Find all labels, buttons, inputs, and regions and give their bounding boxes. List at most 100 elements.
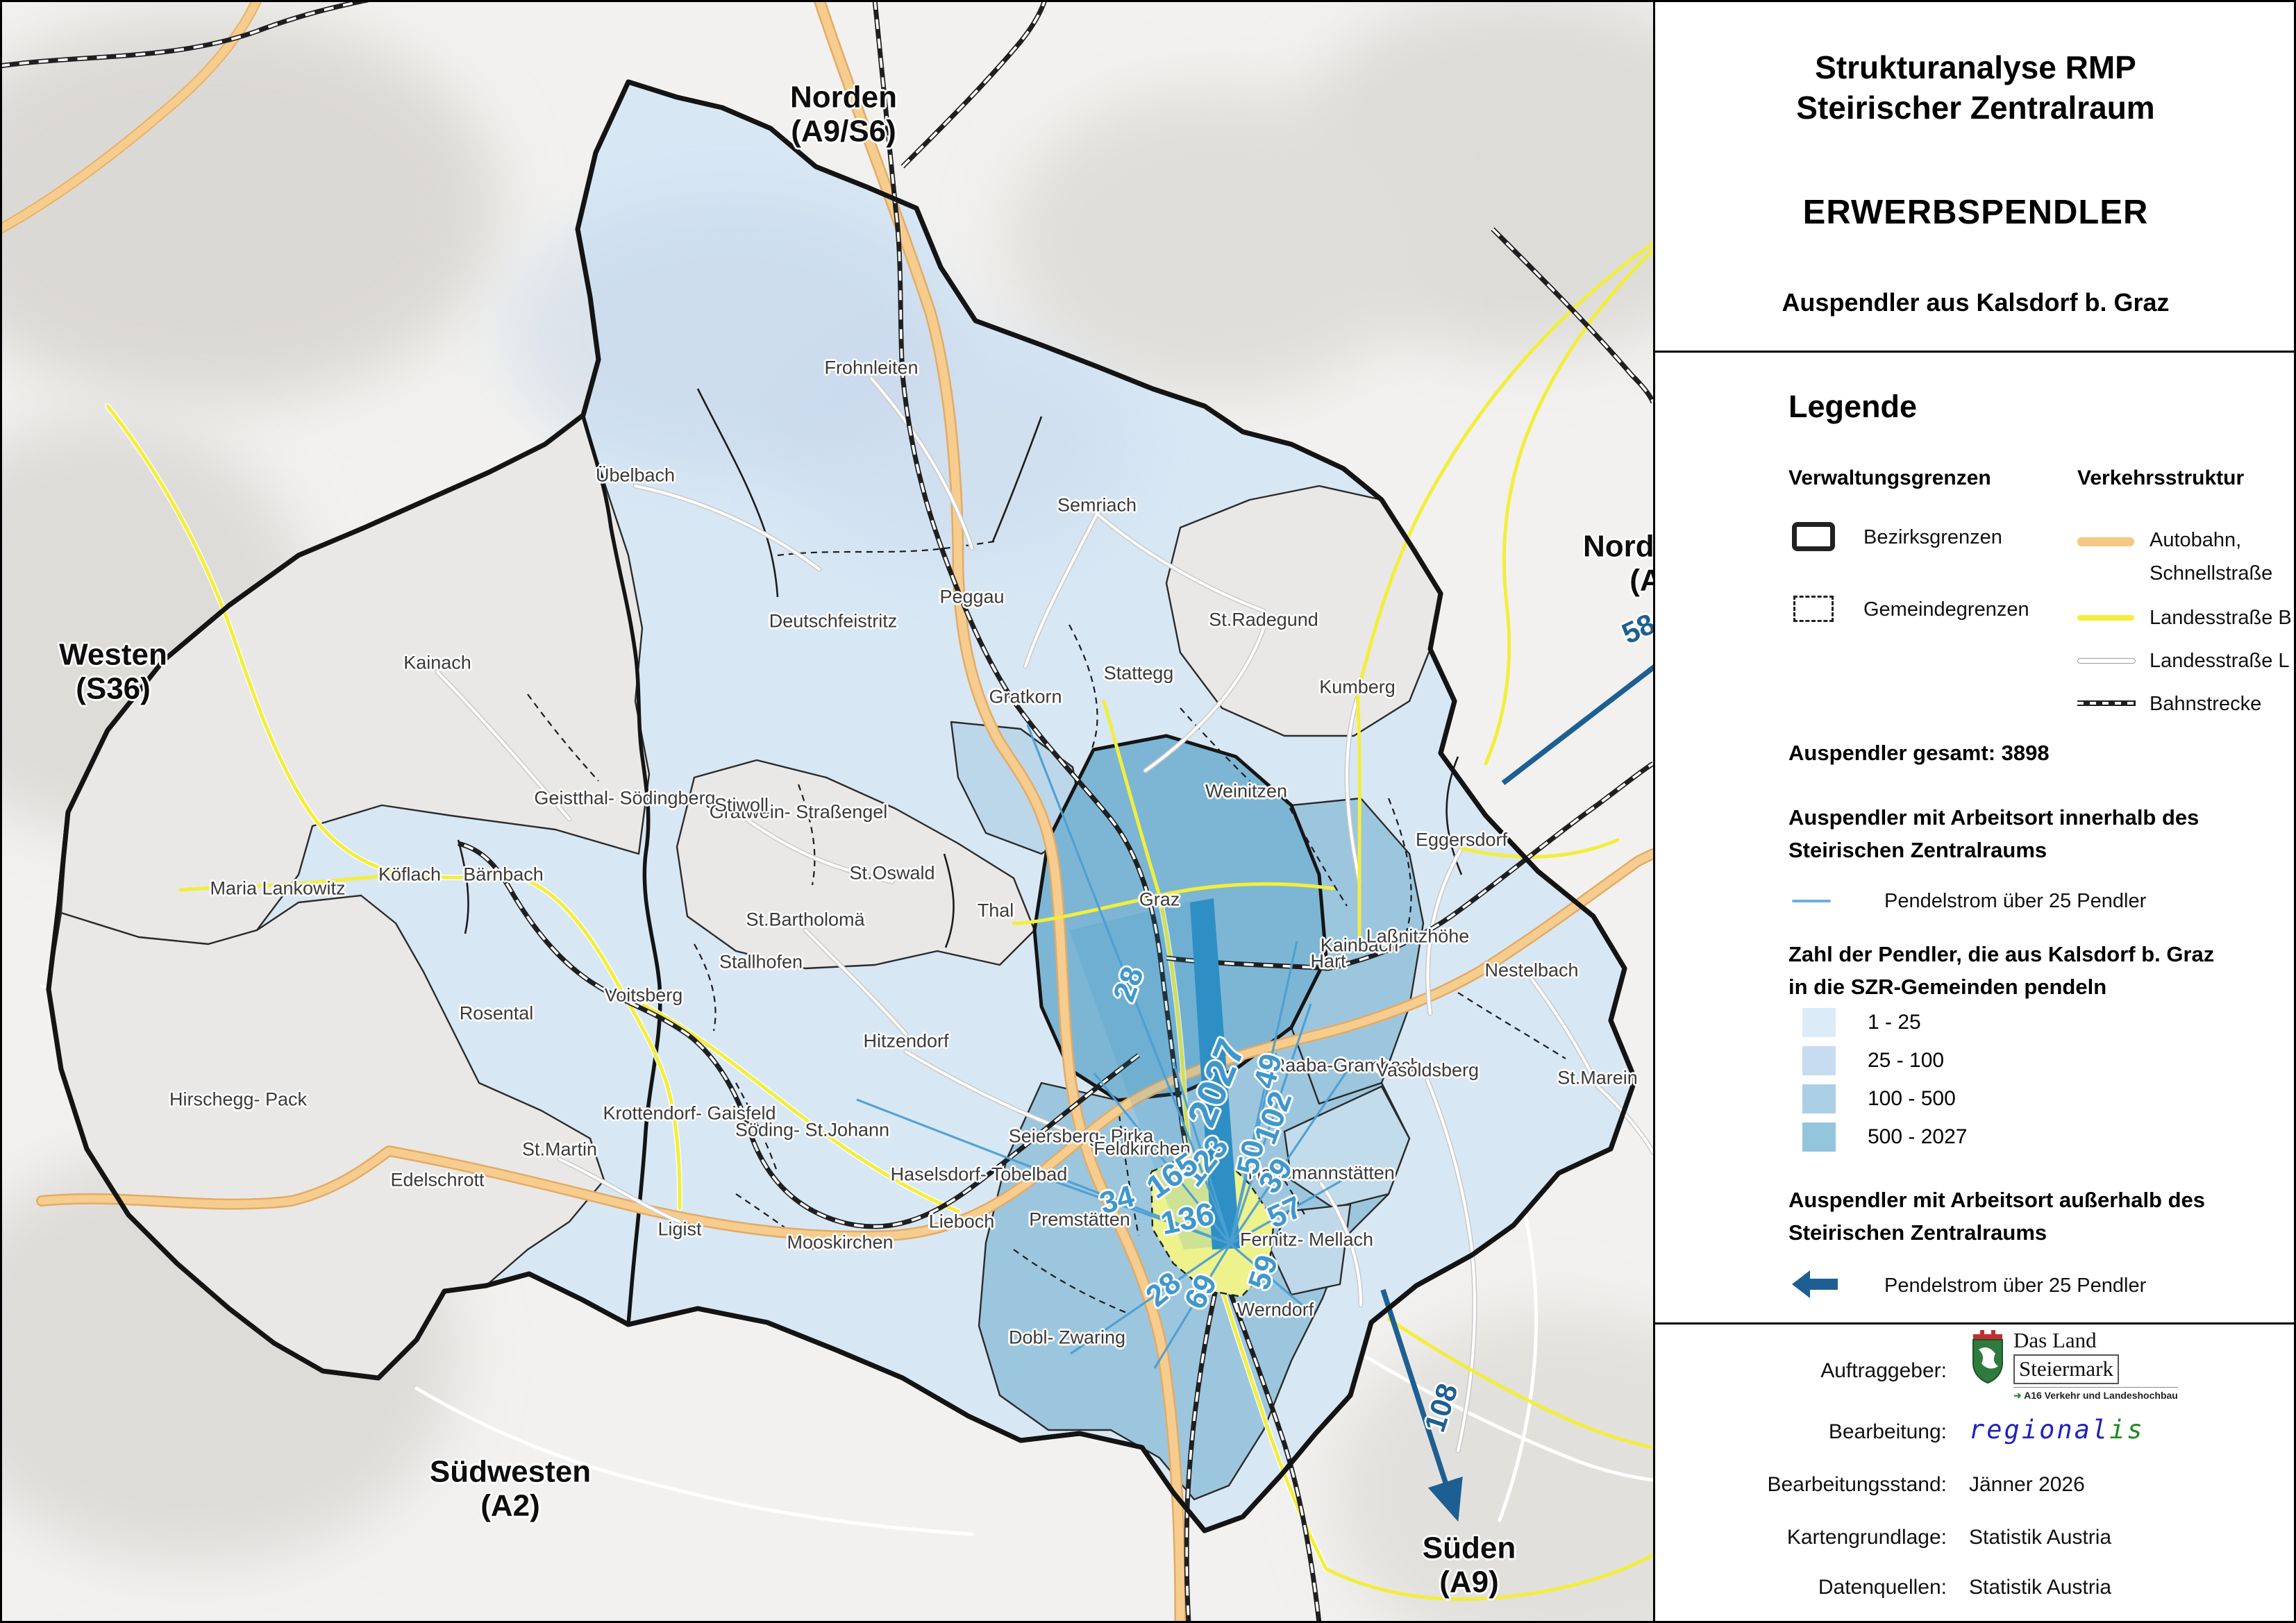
- municipality-label: Söding- St.Johann: [735, 1119, 890, 1141]
- municipality-label: Hirschegg- Pack: [169, 1088, 308, 1110]
- autobahn-icon: [2077, 537, 2134, 546]
- regionalis-logo: regionalis: [1969, 1415, 2145, 1445]
- municipality-label: Stiwoll: [714, 794, 769, 816]
- landesstrasse-l-icon: [2077, 658, 2136, 664]
- municipality-label: Ligist: [657, 1218, 702, 1240]
- logo-line2: Steiermark: [2013, 1354, 2120, 1384]
- map-title-line3: ERWERBSPENDLER: [1802, 194, 2149, 231]
- footer-label-kartengrundlage: Kartengrundlage:: [1786, 1526, 1947, 1549]
- legend-heading: Legende: [1788, 389, 1918, 424]
- class-label: 1 - 25: [1868, 1011, 1921, 1034]
- municipality-label: Deutschfeistritz: [769, 610, 898, 632]
- pendelstrom-outside-label: Pendelstrom über 25 Pendler: [1884, 1275, 2147, 1297]
- landesstrasse-b-icon: [2077, 615, 2134, 621]
- footer-label-datenquellen: Datenquellen:: [1818, 1576, 1947, 1599]
- landesstrasse-b-label: Landesstraße B: [2150, 607, 2292, 629]
- footer-value-kartengrundlage: Statistik Austria: [1969, 1526, 2112, 1549]
- municipality-label: Werndorf: [1237, 1299, 1314, 1320]
- municipality-label: Kainach: [403, 652, 471, 673]
- bahnstrecke-icon: [2077, 700, 2136, 706]
- municipality-label: St.Bartholomä: [746, 909, 865, 930]
- footer-label-auftraggeber: Auftraggeber:: [1820, 1359, 1947, 1382]
- map-title-line2: Steirischer Zentralraum: [1796, 90, 2155, 126]
- municipality-label: Raaba-Grambach: [1271, 1054, 1421, 1076]
- municipality-label: Hitzendorf: [863, 1030, 949, 1052]
- municipality-labels: Frohnleiten Übelbach Semriach Peggau Deutsch…: [169, 357, 1638, 1348]
- autobahn-label1: Autobahn,: [2150, 529, 2242, 551]
- outflow-arrow-icon: [1792, 1270, 1838, 1298]
- map-title-line1: Strukturanalyse RMP: [1815, 49, 2136, 85]
- municipality-label: Thal: [977, 900, 1014, 921]
- land-steiermark-logo: Das Land Steiermark ➜ A16 Verkehr und La…: [1969, 1327, 2178, 1402]
- direction-label-nordosten: Nordosten(A2): [1583, 529, 1653, 598]
- footer-label-bearbeitung: Bearbeitung:: [1828, 1420, 1947, 1443]
- outflow-value-label: 58: [1616, 607, 1653, 650]
- pendelstrom-inside-label: Pendelstrom über 25 Pendler: [1884, 890, 2147, 912]
- municipality-label: Übelbach: [595, 464, 676, 486]
- municipality-label: Gratwein- Straßengel: [709, 801, 888, 823]
- municipality-label: Mooskirchen: [787, 1231, 894, 1253]
- map-subtitle: Auspendler aus Kalsdorf b. Graz: [1782, 288, 2170, 317]
- outflow-arrows: [1380, 664, 1653, 1522]
- municipality-label: Feldkirchen: [1093, 1138, 1191, 1159]
- municipality-label: Bärnbach: [463, 864, 544, 885]
- autobahn-roads: [36, 0, 1653, 1623]
- outflow-value-label: 108: [1418, 1379, 1464, 1436]
- class-label: 500 - 2027: [1868, 1125, 1968, 1148]
- footer-value-bearbeitungsstand: Jänner 2026: [1969, 1473, 2085, 1496]
- municipality-label: Gratkorn: [989, 686, 1062, 707]
- municipality-label: Fernitz- Mellach: [1239, 1229, 1374, 1250]
- class-row: 100 - 500: [1802, 1084, 1956, 1113]
- municipality-label: Kumberg: [1319, 676, 1396, 698]
- graz-municipality: [1032, 734, 1328, 1102]
- municipality-label: Köflach: [378, 864, 442, 885]
- municipality-label: Stallhofen: [719, 951, 803, 973]
- municipality-label: Frohnleiten: [824, 357, 919, 378]
- divider-footer: [1655, 1322, 2296, 1325]
- classes-heading1: Zahl der Pendler, die aus Kalsdorf b. Gr…: [1788, 942, 2215, 966]
- municipality-label: Peggau: [939, 586, 1005, 607]
- logo-line1: Das Land: [2013, 1328, 2097, 1352]
- municipality-label: St.Radegund: [1209, 609, 1318, 630]
- municipality-label: Stattegg: [1103, 662, 1174, 684]
- divider-title: [1655, 351, 2296, 353]
- pendelstrom-line-icon: [1792, 900, 1831, 902]
- municipality-label: Graz: [1139, 889, 1180, 910]
- municipality-label: Laßnitzhöhe: [1366, 925, 1470, 947]
- municipality-label: St.Marein: [1557, 1067, 1638, 1088]
- class-row: 1 - 25: [1802, 1008, 1921, 1037]
- inside-heading2: Steirischen Zentralraums: [1788, 838, 2047, 862]
- bezirk-boundary-voitsberg: [581, 416, 662, 1325]
- direction-label-westen: Westen (S36): [59, 637, 167, 706]
- traffic-heading: Verkehrsstruktur: [2077, 466, 2245, 489]
- municipality-label: Eggersdorf: [1415, 829, 1508, 850]
- class-swatch: [1802, 1046, 1836, 1075]
- classes-heading2: in die SZR-Gemeinden pendeln: [1788, 975, 2107, 999]
- footer-value-datenquellen: Statistik Austria: [1969, 1576, 2112, 1599]
- class-row: 500 - 2027: [1802, 1122, 1967, 1152]
- footer-label-bearbeitungsstand: Bearbeitungsstand:: [1767, 1473, 1947, 1496]
- direction-label-norden: Norden (A9/S6): [790, 80, 897, 149]
- municipality-label: Lieboch: [928, 1211, 995, 1232]
- municipality-label: Semriach: [1057, 494, 1137, 516]
- municipality-label: Seiersberg- Pirka: [1008, 1125, 1154, 1147]
- municipality-label: Dobl- Zwaring: [1008, 1327, 1126, 1348]
- municipality-label: Weinitzen: [1205, 780, 1288, 802]
- commuter-flows: [856, 724, 1361, 1369]
- outside-heading1: Auspendler mit Arbeitsort außerhalb des: [1788, 1188, 2206, 1212]
- class-swatch: [1802, 1084, 1836, 1113]
- municipality-label: Krottendorf- Gaisfeld: [603, 1102, 776, 1124]
- municipality-label: Edelschrott: [390, 1169, 485, 1191]
- outside-heading2: Steirischen Zentralraums: [1788, 1220, 2047, 1245]
- municipality-label: Haselsdorf- Tobelbad: [890, 1163, 1068, 1185]
- logo-line3: A16 Verkehr und Landeshochbau: [2024, 1389, 2178, 1401]
- direction-labels: Norden(A9/S6) Nordosten(A2) Westen(S36) Süd…: [59, 80, 1653, 1599]
- legend-panel: Strukturanalyse RMP Steirischer Zentralr…: [1653, 0, 2296, 1623]
- class-label: 25 - 100: [1868, 1049, 1945, 1072]
- steiermark-shield-icon: [1972, 1330, 2003, 1384]
- non-szr-municipalities: [47, 415, 1442, 1379]
- municipality-label: Rosental: [459, 1002, 534, 1024]
- class-label: 100 - 500: [1868, 1087, 1956, 1110]
- landesstrasse-l-label: Landesstraße L: [2150, 650, 2290, 672]
- admin-heading: Verwaltungsgrenzen: [1788, 466, 1991, 489]
